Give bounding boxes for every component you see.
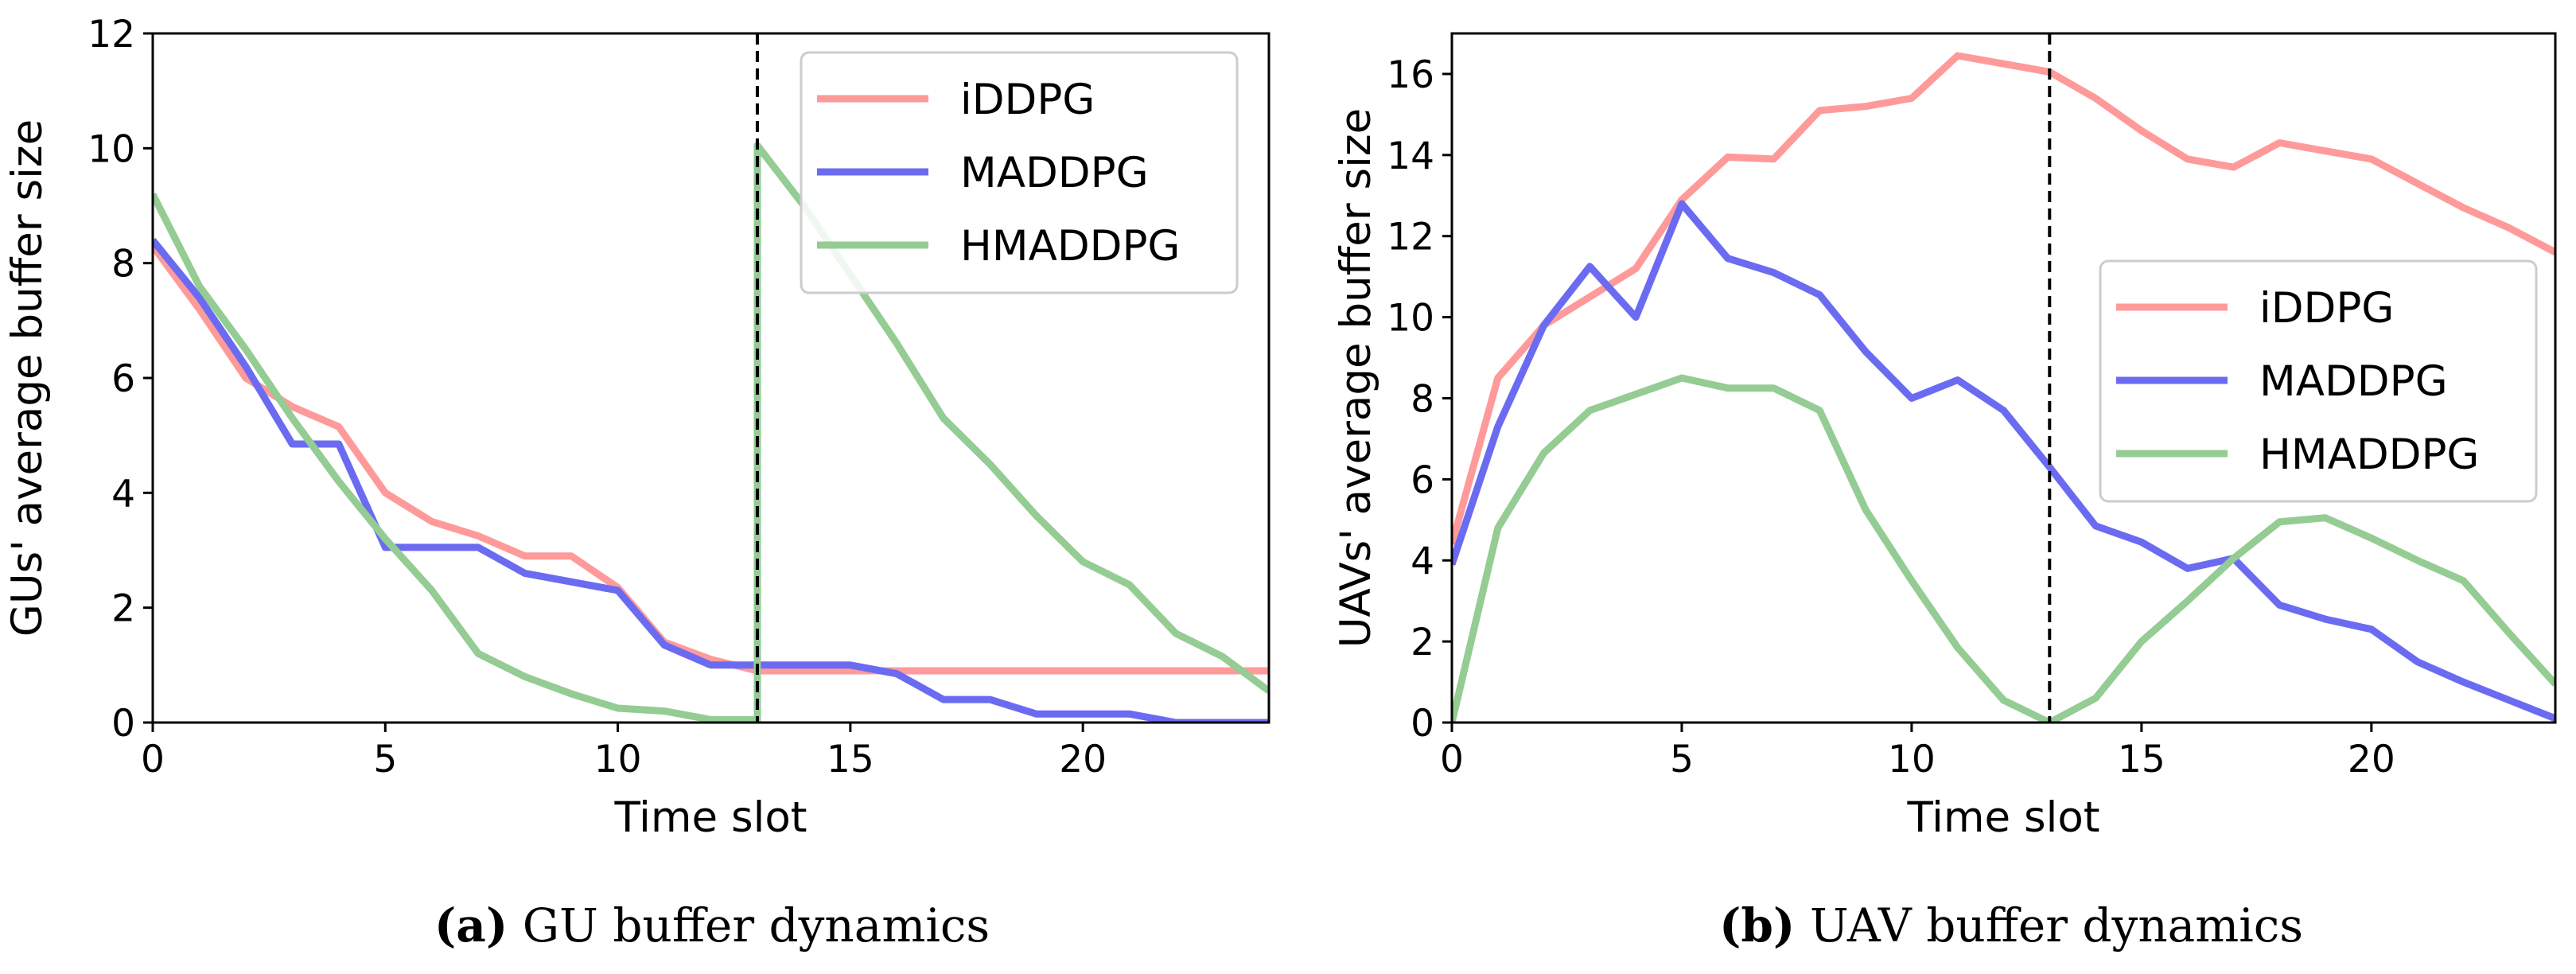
y-tick-label: 12 — [1387, 216, 1434, 259]
y-tick-label: 4 — [111, 472, 135, 516]
x-tick-label: 20 — [2348, 738, 2395, 781]
y-tick-label: 14 — [1387, 134, 1434, 178]
y-tick-label: 10 — [88, 127, 135, 171]
legend-label-iddpg: iDDPG — [960, 76, 1095, 124]
legend-label-iddpg: iDDPG — [2259, 284, 2394, 333]
series-line-maddpg — [153, 237, 1269, 723]
x-tick-label: 0 — [141, 738, 165, 781]
series-line-iddpg — [1452, 52, 2555, 546]
y-tick-label: 8 — [111, 243, 135, 286]
x-axis-label: Time slot — [1906, 793, 2099, 842]
y-axis-label: UAVs' average buffer size — [1332, 108, 1380, 649]
legend-box — [2099, 259, 2538, 503]
panel-caption: (a) GU buffer dynamics — [434, 898, 990, 953]
legend-label-hmaddpg: HMADDPG — [2259, 431, 2480, 479]
series-line-hmaddpg — [153, 142, 1269, 723]
legend-label-maddpg: MADDPG — [2259, 357, 2448, 406]
y-tick-label: 16 — [1387, 53, 1434, 97]
y-tick-label: 6 — [1411, 458, 1434, 502]
chart-panel-a: 0 5 10 15 20 0 2 4 6 8 10 12 Time slot GUs' average b… — [3, 13, 1270, 953]
caption-letter: (a) — [434, 898, 508, 953]
x-tick-label: 0 — [1440, 738, 1464, 781]
x-tick-label: 15 — [827, 738, 874, 781]
legend: iDDPG MADDPG HMADDPG — [2099, 259, 2538, 503]
x-tick-label: 5 — [373, 738, 397, 781]
y-tick-label: 10 — [1387, 297, 1434, 341]
panel-caption: (b) UAV buffer dynamics — [1719, 898, 2303, 953]
legend-label-maddpg: MADDPG — [960, 149, 1149, 197]
series-group — [1452, 52, 2555, 723]
y-axis-label: GUs' average buffer size — [3, 119, 52, 637]
x-tick-label: 20 — [1059, 738, 1107, 781]
x-tick-label: 10 — [594, 738, 642, 781]
y-tick-label: 0 — [1411, 702, 1434, 746]
x-tick-label: 15 — [2118, 738, 2165, 781]
series-line-hmaddpg — [1452, 374, 2555, 723]
x-tick-label: 5 — [1670, 738, 1694, 781]
y-tick-label: 8 — [1411, 377, 1434, 421]
legend-box — [800, 51, 1239, 294]
y-tick-label: 2 — [1411, 621, 1434, 664]
caption-text: GU buffer dynamics — [508, 898, 990, 953]
y-tick-label: 6 — [111, 357, 135, 401]
series-line-iddpg — [153, 243, 1269, 675]
y-tick-label: 4 — [1411, 540, 1434, 583]
series-line-maddpg — [1452, 200, 2555, 723]
plot-frame — [1450, 32, 2557, 724]
y-tick-label: 12 — [88, 13, 135, 56]
caption-letter: (b) — [1719, 898, 1795, 953]
y-tick-label: 0 — [111, 702, 135, 746]
legend-label-hmaddpg: HMADDPG — [960, 222, 1181, 271]
x-tick-label: 10 — [1888, 738, 1936, 781]
series-group — [153, 142, 1269, 723]
y-tick-label: 2 — [111, 587, 135, 631]
chart-panel-b: 0 5 10 15 20 0 2 4 6 8 10 12 14 16 Time slot UAVs' aver… — [1332, 32, 2557, 953]
caption-text: UAV buffer dynamics — [1795, 898, 2303, 953]
x-axis-label: Time slot — [613, 793, 807, 842]
legend: iDDPG MADDPG HMADDPG — [800, 51, 1239, 294]
